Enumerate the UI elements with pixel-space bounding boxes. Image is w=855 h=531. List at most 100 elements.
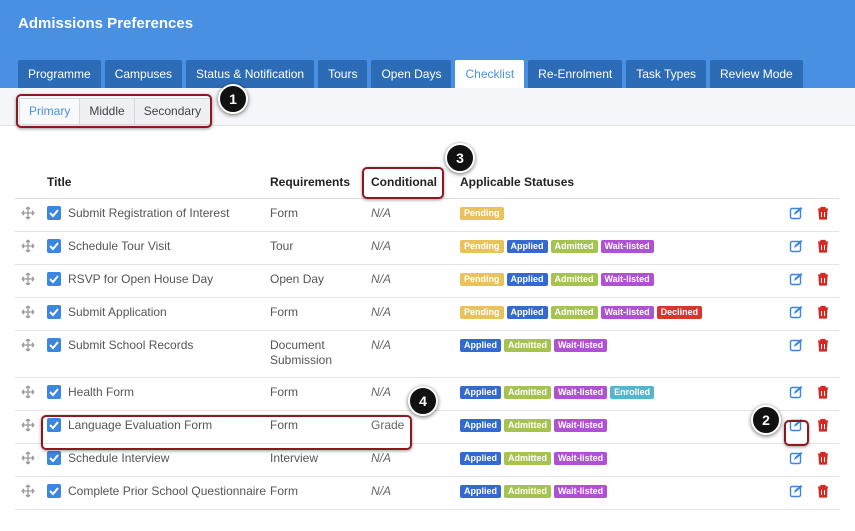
drag-handle[interactable] [21, 451, 35, 465]
tab[interactable]: Campuses [104, 60, 183, 88]
checkbox[interactable] [47, 239, 61, 253]
drag-handle[interactable] [21, 239, 35, 253]
edit-button[interactable] [789, 385, 803, 399]
delete-button[interactable] [816, 206, 830, 220]
statuses: Pending Applied Admitted Wait-listed Decline… [460, 297, 780, 331]
requirements: Form [270, 377, 371, 411]
delete-button[interactable] [816, 484, 830, 498]
delete-cell [812, 377, 839, 411]
item-title: Language Evaluation Form [68, 418, 213, 432]
status-badge: Admitted [550, 240, 598, 253]
drag-cell [15, 377, 47, 411]
delete-button[interactable] [816, 239, 830, 253]
delete-button[interactable] [816, 451, 830, 465]
conditional: Grade [371, 410, 460, 444]
conditional: N/A [371, 198, 460, 232]
status-badge: Wait-listed [600, 273, 654, 286]
drag-cell [15, 198, 47, 232]
tab[interactable]: Tours [318, 60, 368, 88]
edit-button[interactable] [789, 451, 803, 465]
conditional: N/A [371, 330, 460, 378]
status-badge: Declined [656, 306, 703, 319]
drag-handle[interactable] [21, 305, 35, 319]
drag-handle[interactable] [21, 418, 35, 432]
checkbox[interactable] [47, 385, 61, 399]
edit-cell [780, 264, 812, 298]
requirements: Tour [270, 231, 371, 265]
edit-cell [780, 410, 812, 444]
delete-cell [812, 231, 839, 265]
conditional: N/A [371, 264, 460, 298]
edit-cell [780, 443, 812, 477]
drag-cell [15, 264, 47, 298]
status-badge: Wait-listed [554, 386, 608, 399]
delete-button[interactable] [816, 272, 830, 286]
delete-button[interactable] [816, 418, 830, 432]
tab[interactable]: Programme [18, 60, 101, 88]
callout: 4 [408, 386, 438, 416]
title-cell: Submit School Records [47, 330, 270, 378]
status-badge: Admitted [504, 339, 551, 352]
edit-button[interactable] [789, 305, 803, 319]
table-row: Schedule Tour Visit Tour N/A Pending Applied… [15, 231, 839, 265]
status-badge: Pending [460, 273, 504, 286]
drag-cell [15, 443, 47, 477]
requirements: Form [270, 297, 371, 331]
checkbox[interactable] [47, 484, 61, 498]
checkbox[interactable] [47, 418, 61, 432]
checkbox[interactable] [47, 338, 61, 352]
checkbox[interactable] [47, 272, 61, 286]
statuses: Pending Applied Admitted Wait-listed [460, 264, 780, 298]
checkbox[interactable] [47, 305, 61, 319]
edit-button[interactable] [789, 239, 803, 253]
sub-tab[interactable]: Secondary [133, 98, 212, 125]
tab[interactable]: Review Mode [710, 60, 803, 88]
drag-handle[interactable] [21, 272, 35, 286]
drag-cell [15, 297, 47, 331]
status-badge: Wait-listed [554, 452, 608, 465]
edit-button[interactable] [789, 206, 803, 220]
tab[interactable]: Checklist [455, 60, 525, 88]
drag-handle[interactable] [21, 206, 35, 220]
statuses: Applied Admitted Wait-listed [460, 330, 780, 378]
column-header: Conditional [371, 165, 460, 199]
statuses: Pending [460, 198, 780, 232]
title-cell: Complete Prior School Questionnaire [47, 476, 270, 510]
status-badge: Wait-listed [600, 240, 654, 253]
status-badge: Admitted [504, 452, 551, 465]
callout: 1 [218, 84, 248, 114]
checkbox[interactable] [47, 451, 61, 465]
delete-cell [812, 410, 839, 444]
tab[interactable]: Open Days [371, 60, 452, 88]
delete-cell [812, 264, 839, 298]
delete-button[interactable] [816, 305, 830, 319]
status-badge: Admitted [504, 386, 551, 399]
tab[interactable]: Status & Notification [186, 60, 315, 88]
edit-button[interactable] [789, 338, 803, 352]
delete-button[interactable] [816, 338, 830, 352]
edit-button[interactable] [789, 484, 803, 498]
drag-cell [15, 476, 47, 510]
checkbox[interactable] [47, 206, 61, 220]
status-badge: Pending [460, 207, 504, 220]
delete-cell [812, 443, 839, 477]
tab[interactable]: Re-Enrolment [528, 60, 623, 88]
header: Admissions Preferences Programme Campuses… [0, 0, 855, 88]
status-badge: Applied [506, 306, 548, 319]
status-badge: Applied [460, 339, 501, 352]
conditional: N/A [371, 297, 460, 331]
drag-handle[interactable] [21, 484, 35, 498]
status-badge: Applied [506, 273, 548, 286]
edit-button[interactable] [789, 272, 803, 286]
drag-handle[interactable] [21, 338, 35, 352]
item-title: Submit Registration of Interest [68, 206, 230, 220]
tab[interactable]: Task Types [626, 60, 707, 88]
title-cell: Health Form [47, 377, 270, 411]
statuses: Pending Applied Admitted Wait-listed [460, 231, 780, 265]
edit-button[interactable] [789, 418, 803, 432]
sub-tab[interactable]: Primary [19, 98, 81, 125]
sub-tab[interactable]: Middle [79, 98, 135, 125]
drag-handle[interactable] [21, 385, 35, 399]
delete-button[interactable] [816, 385, 830, 399]
